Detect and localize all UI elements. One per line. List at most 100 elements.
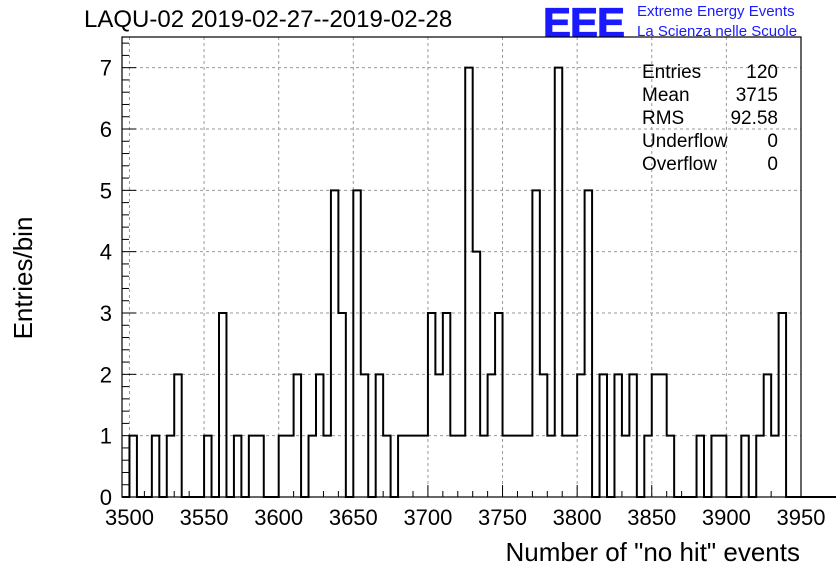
histogram-bin [614, 374, 621, 497]
y-tick-label: 2 [100, 362, 112, 387]
eee-logo-mark: EEE [543, 2, 624, 42]
histogram-bin [711, 436, 718, 497]
histogram-bin [756, 436, 763, 497]
stats-value: 0 [767, 154, 778, 175]
stats-value: 120 [746, 62, 778, 83]
y-tick-label: 4 [100, 240, 112, 265]
chart-title: LAQU-02 2019-02-27--2019-02-28 [84, 6, 453, 33]
histogram-bin [517, 436, 524, 497]
histogram-bin [152, 436, 159, 497]
histogram-bin [495, 313, 502, 497]
stats-label: Entries [642, 62, 701, 83]
histogram-bin [719, 436, 726, 497]
histogram-bin [600, 374, 607, 497]
histogram-bin [510, 436, 517, 497]
histogram-bin [488, 374, 495, 497]
histogram-bin [279, 436, 286, 497]
histogram-bin [174, 374, 181, 497]
stats-value: 92.58 [730, 108, 778, 129]
histogram-bin [406, 436, 413, 497]
histogram-bin [286, 436, 293, 497]
histogram-series [122, 66, 836, 498]
stats-value: 0 [767, 131, 778, 152]
histogram-bin [458, 436, 465, 497]
y-tick-label: 1 [100, 424, 112, 449]
x-tick-label: 3850 [627, 505, 676, 530]
stats-label: Overflow [642, 154, 717, 175]
histogram-bin [428, 313, 435, 497]
x-tick-label: 3800 [553, 505, 602, 530]
histogram-bin [585, 190, 592, 497]
histogram-bin [413, 436, 420, 497]
histogram-bin [652, 374, 659, 497]
histogram-bin [323, 436, 330, 497]
stats-label: Mean [642, 85, 690, 106]
histogram-bin [697, 436, 704, 497]
histogram-bin [503, 436, 510, 497]
histogram-bin [764, 374, 771, 497]
histogram-bin [450, 436, 457, 497]
histogram-bin [547, 436, 554, 497]
y-tick-label: 0 [100, 485, 112, 510]
histogram-bin [294, 374, 301, 497]
x-tick-label: 3900 [702, 505, 751, 530]
axes: 3500 3550 3600 3650 3700 3750 3800 3850 3900 3950… [100, 42, 825, 530]
logo-line-1: Extreme Energy Events [637, 3, 795, 20]
histogram-bin [443, 313, 450, 497]
histogram-bin [376, 374, 383, 497]
x-axis-label: Number of "no hit" events [506, 537, 801, 567]
histogram-bin [361, 374, 368, 497]
histogram-bin [249, 436, 256, 497]
logo-line-2: La Scienza nelle Scuole [637, 23, 798, 40]
histogram-bin [420, 436, 427, 497]
histogram-bin [555, 68, 562, 497]
histogram-bin [741, 436, 748, 497]
histogram-bin [480, 436, 487, 497]
histogram-bin [129, 436, 136, 497]
histogram-bin [525, 436, 532, 497]
histogram-bin [532, 190, 539, 497]
histogram-bin [353, 190, 360, 497]
histogram-bin [771, 436, 778, 497]
histogram-bin [629, 374, 636, 497]
x-tick-label: 3650 [329, 505, 378, 530]
histogram-bin [659, 374, 666, 497]
histogram-bin [338, 313, 345, 497]
histogram-bin [622, 436, 629, 497]
histogram-bin [219, 313, 226, 497]
x-tick-label: 3700 [403, 505, 452, 530]
plot-frame [121, 36, 802, 498]
histogram-bin [577, 374, 584, 497]
x-tick-label: 3750 [478, 505, 527, 530]
stats-value: 3715 [736, 85, 778, 106]
y-tick-label: 7 [100, 56, 112, 81]
stats-label: RMS [642, 108, 684, 129]
histogram-bin [540, 374, 547, 497]
x-tick-label: 3550 [180, 505, 229, 530]
histogram-bin [435, 374, 442, 497]
eee-logo: EEE [543, 2, 626, 42]
x-tick-label: 3600 [254, 505, 303, 530]
histogram-bin [779, 313, 786, 497]
histogram-bin [562, 436, 569, 497]
histogram-bin [644, 436, 651, 497]
y-tick-label: 6 [100, 117, 112, 142]
histogram-bin [331, 190, 338, 497]
histogram-bin [398, 436, 405, 497]
histogram-bin [316, 374, 323, 497]
x-tick-label: 3500 [105, 505, 154, 530]
histogram-bin [234, 436, 241, 497]
y-tick-label: 3 [100, 301, 112, 326]
histogram-bin [465, 68, 472, 497]
histogram-bin [256, 436, 263, 497]
histogram-bin [667, 436, 674, 497]
histogram-bin [570, 436, 577, 497]
histogram-bin [167, 436, 174, 497]
y-axis-label: Entries/bin [8, 217, 38, 340]
histogram-bin [383, 436, 390, 497]
stats-label: Underflow [642, 131, 728, 152]
histogram-outline [122, 66, 836, 498]
histogram-bin [309, 436, 316, 497]
histogram-bin [204, 436, 211, 497]
